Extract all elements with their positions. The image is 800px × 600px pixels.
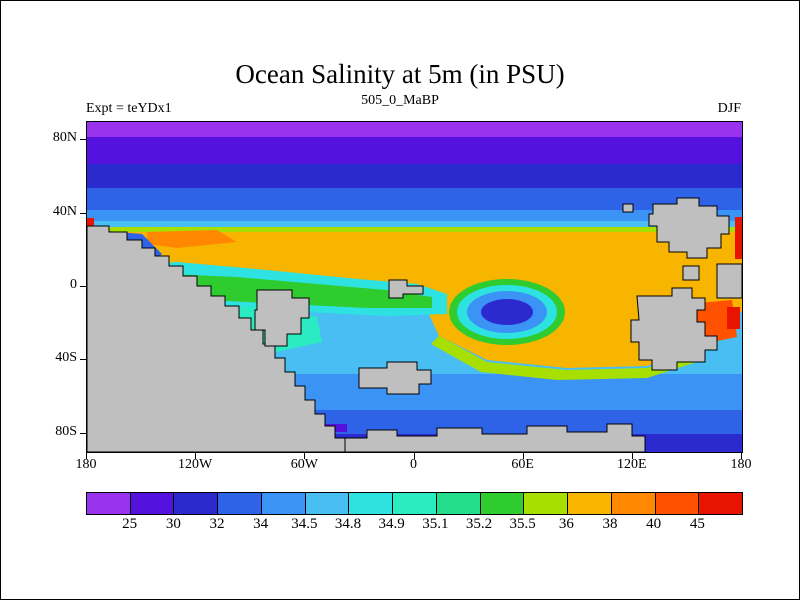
colorbar-segment xyxy=(348,493,393,514)
salinity-map xyxy=(87,122,742,452)
x-tick-mark xyxy=(413,453,415,459)
colorbar-label: 38 xyxy=(602,516,618,532)
colorbar-segment xyxy=(654,493,699,514)
colorbar-segment xyxy=(87,493,130,514)
y-tick-label: 80S xyxy=(55,423,77,439)
colorbar-segment xyxy=(217,493,261,514)
colorbar-label: 40 xyxy=(646,516,662,532)
x-tick-label: 120W xyxy=(178,457,213,472)
colorbar-label: 36 xyxy=(558,516,574,532)
y-tick-mark xyxy=(80,286,86,287)
colorbar-segment xyxy=(567,493,611,514)
x-tick-label: 60W xyxy=(290,457,318,472)
experiment-label: Expt = teYDx1 xyxy=(86,101,172,116)
y-tick-mark xyxy=(80,212,86,214)
x-tick-label: 180 xyxy=(75,457,97,472)
x-tick-label: 120E xyxy=(617,457,647,472)
land-polygons xyxy=(87,197,742,452)
x-tick-mark xyxy=(522,453,524,459)
season-label: DJF xyxy=(717,101,741,116)
colorbar-segment xyxy=(698,493,743,514)
colorbar-label: 25 xyxy=(122,516,138,532)
colorbar-label: 34.9 xyxy=(378,516,405,532)
colorbar-label: 34.5 xyxy=(291,516,318,532)
x-tick-mark xyxy=(741,453,742,459)
y-tick-mark xyxy=(80,432,86,434)
y-tick-mark xyxy=(80,139,86,141)
y-tick-label: 0 xyxy=(70,277,77,292)
colorbar-label: 34.8 xyxy=(334,516,362,532)
colorbar-label: 35.2 xyxy=(465,516,493,532)
x-tick-mark xyxy=(304,453,306,459)
colorbar-label: 35.5 xyxy=(509,516,536,532)
x-tick-mark xyxy=(195,453,197,459)
colorbar-segment xyxy=(129,493,174,514)
plot-title: Ocean Salinity at 5m (in PSU) xyxy=(235,59,565,89)
colorbar-segment xyxy=(260,493,305,514)
colorbar-segment xyxy=(392,493,436,514)
colorbar-label: 32 xyxy=(209,516,225,532)
colorbar-segment xyxy=(304,493,349,514)
x-tick-label: 180 xyxy=(730,457,752,472)
x-tick-mark xyxy=(86,453,87,459)
plot-subtitle: 505_0_MaBP xyxy=(361,93,439,108)
colorbar-label: 30 xyxy=(165,516,181,532)
y-tick-mark xyxy=(80,359,86,361)
y-tick-label: 40N xyxy=(52,203,77,219)
y-tick-label: 40S xyxy=(55,350,77,366)
x-tick-label: 60E xyxy=(511,457,534,472)
colorbar-segment xyxy=(435,493,480,514)
colorbar-label: 35.1 xyxy=(422,516,449,532)
colorbar-segment xyxy=(173,493,218,514)
colorbar-segment xyxy=(479,493,524,514)
colorbar-segment xyxy=(610,493,655,514)
x-tick-label: 0 xyxy=(410,457,417,472)
y-tick-label: 80N xyxy=(52,130,77,146)
x-tick-mark xyxy=(631,453,633,459)
colorbar-label: 34 xyxy=(253,516,269,532)
colorbar xyxy=(86,492,743,515)
colorbar-segment xyxy=(523,493,568,514)
map-frame xyxy=(86,121,743,453)
colorbar-label: 45 xyxy=(689,516,705,532)
